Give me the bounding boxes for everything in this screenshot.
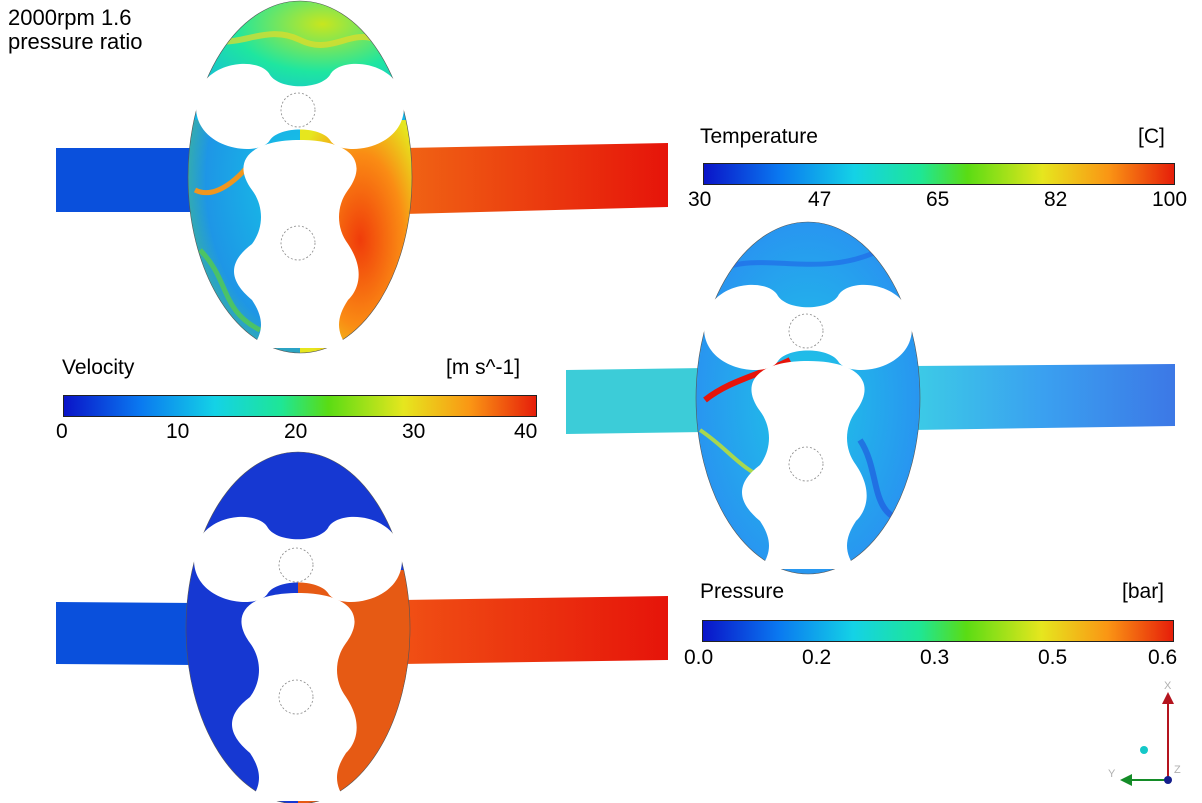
- velocity-tick: 40: [514, 420, 538, 443]
- axis-y-label: Y: [1108, 768, 1116, 780]
- temperature-tick: 30: [688, 188, 712, 211]
- pressure-legend-label: Pressure: [700, 580, 785, 603]
- temperature-legend-label: Temperature: [700, 125, 818, 148]
- velocity-tick: 30: [402, 420, 426, 443]
- pressure-tick: 0.2: [802, 646, 832, 669]
- pressure-tick: 0.6: [1148, 646, 1178, 669]
- pressure-color-bar: [702, 620, 1174, 642]
- velocity-plot: [566, 221, 1175, 575]
- pressure-tick: 0.3: [920, 646, 950, 669]
- velocity-legend-unit: [m s^-1]: [446, 356, 521, 379]
- axis-z-label: Z: [1174, 764, 1181, 776]
- temperature-tick: 82: [1044, 188, 1068, 211]
- velocity-tick: 0: [56, 420, 68, 443]
- velocity-legend-label: Velocity: [62, 356, 135, 379]
- temperature-tick: 47: [808, 188, 832, 211]
- title-line-2: pressure ratio: [8, 29, 143, 54]
- temperature-plot: [56, 0, 668, 354]
- velocity-tick: 10: [166, 420, 190, 443]
- velocity-color-bar: [63, 395, 537, 417]
- pressure-tick: 0.5: [1038, 646, 1068, 669]
- pressure-plot: [56, 451, 668, 803]
- temperature-tick: 100: [1152, 188, 1188, 211]
- axis-x-label: X: [1164, 680, 1172, 692]
- title-line-1: 2000rpm 1.6: [8, 5, 132, 30]
- velocity-tick: 20: [284, 420, 308, 443]
- pressure-tick: 0.0: [684, 646, 714, 669]
- axis-triad: [1120, 692, 1174, 786]
- temperature-color-bar: [703, 163, 1175, 185]
- pressure-legend-unit: [bar]: [1122, 580, 1165, 603]
- temperature-tick: 65: [926, 188, 950, 211]
- temperature-legend-unit: [C]: [1138, 125, 1165, 148]
